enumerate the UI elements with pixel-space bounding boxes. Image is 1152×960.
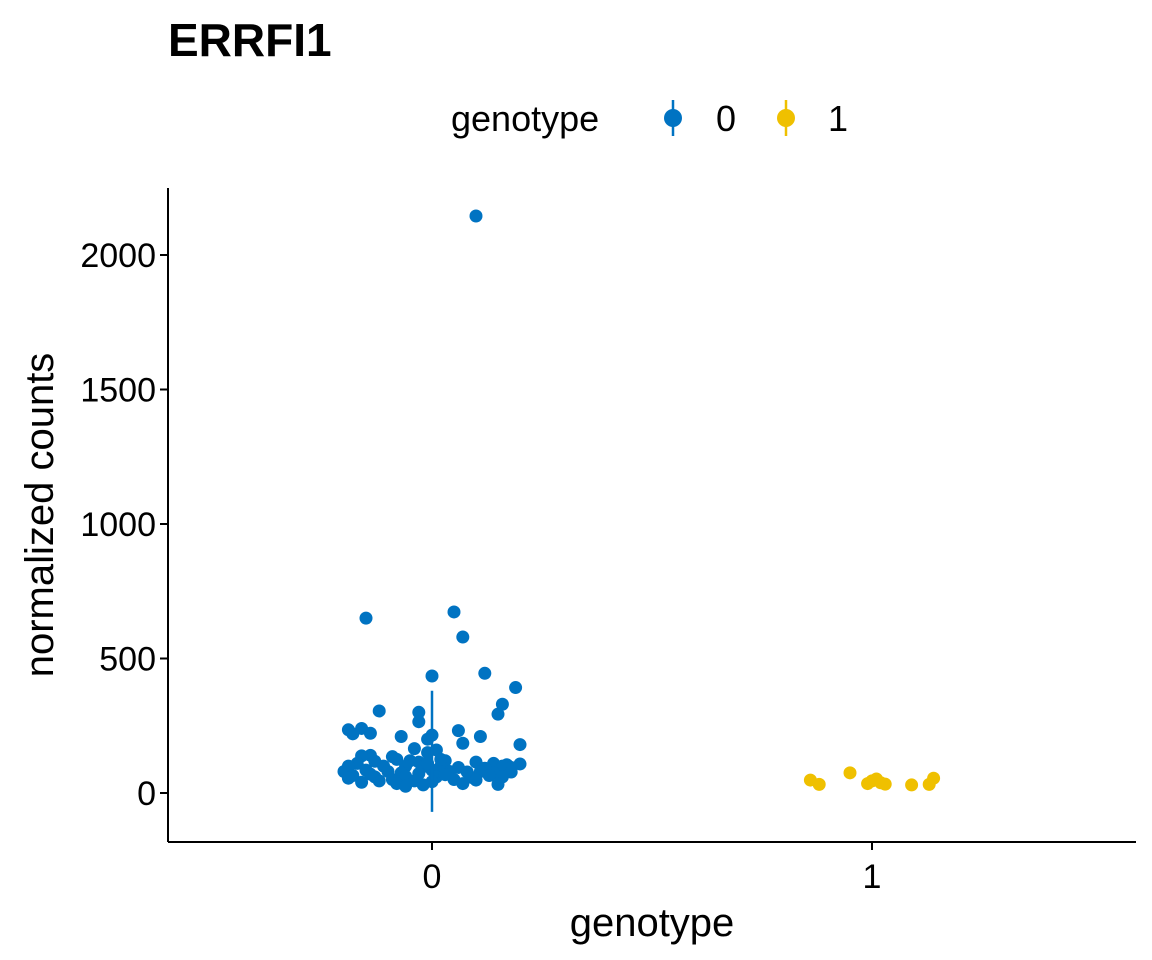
data-point — [843, 766, 857, 780]
chart-title: ERRFI1 — [168, 14, 332, 66]
data-point — [509, 681, 523, 695]
data-point — [438, 768, 452, 782]
y-tick-label: 1500 — [80, 372, 156, 410]
data-point — [372, 774, 386, 788]
data-point — [491, 707, 505, 721]
y-tick-label: 0 — [137, 775, 156, 813]
data-point — [495, 697, 509, 711]
data-point — [359, 611, 373, 625]
data-point — [927, 771, 941, 785]
data-point — [434, 752, 448, 766]
data-point — [363, 767, 377, 781]
data-point — [456, 630, 470, 644]
data-point — [482, 769, 496, 783]
data-point — [905, 778, 919, 792]
data-point — [513, 738, 527, 752]
data-point — [399, 779, 413, 793]
data-point — [491, 777, 505, 791]
data-point — [812, 777, 826, 791]
data-point — [341, 771, 355, 785]
data-point — [456, 736, 470, 750]
x-tick-label: 0 — [423, 858, 442, 896]
y-tick-label: 2000 — [80, 237, 156, 275]
y-axis-title: normalized counts — [18, 353, 62, 678]
data-point — [355, 775, 369, 789]
legend: genotype 0 1 — [451, 98, 848, 139]
data-point — [412, 715, 426, 729]
data-point — [878, 777, 892, 791]
y-tick-label: 1000 — [80, 506, 156, 544]
data-point — [416, 778, 430, 792]
legend-label-0: 0 — [716, 98, 736, 139]
data-point — [363, 726, 377, 740]
data-point — [412, 705, 426, 719]
x-axis-title: genotype — [570, 901, 735, 945]
legend-title: genotype — [451, 98, 599, 139]
data-point — [390, 752, 404, 766]
data-point — [407, 742, 421, 756]
data-point — [425, 669, 439, 683]
data-point — [456, 777, 470, 791]
data-point — [469, 209, 483, 223]
legend-key-1 — [777, 100, 795, 136]
data-point — [473, 730, 487, 744]
legend-key-0 — [664, 100, 682, 136]
data-point — [447, 605, 461, 619]
data-point — [469, 773, 483, 787]
data-point — [478, 666, 492, 680]
y-tick-label: 500 — [99, 641, 156, 679]
x-tick-label: 1 — [863, 858, 882, 896]
data-point — [346, 727, 360, 741]
data-point — [451, 724, 465, 738]
data-marks — [337, 209, 941, 812]
data-point — [372, 704, 386, 718]
axes: 0 500 1000 1500 2000 0 1 — [80, 188, 1136, 896]
data-point — [394, 730, 408, 744]
legend-label-1: 1 — [828, 98, 848, 139]
